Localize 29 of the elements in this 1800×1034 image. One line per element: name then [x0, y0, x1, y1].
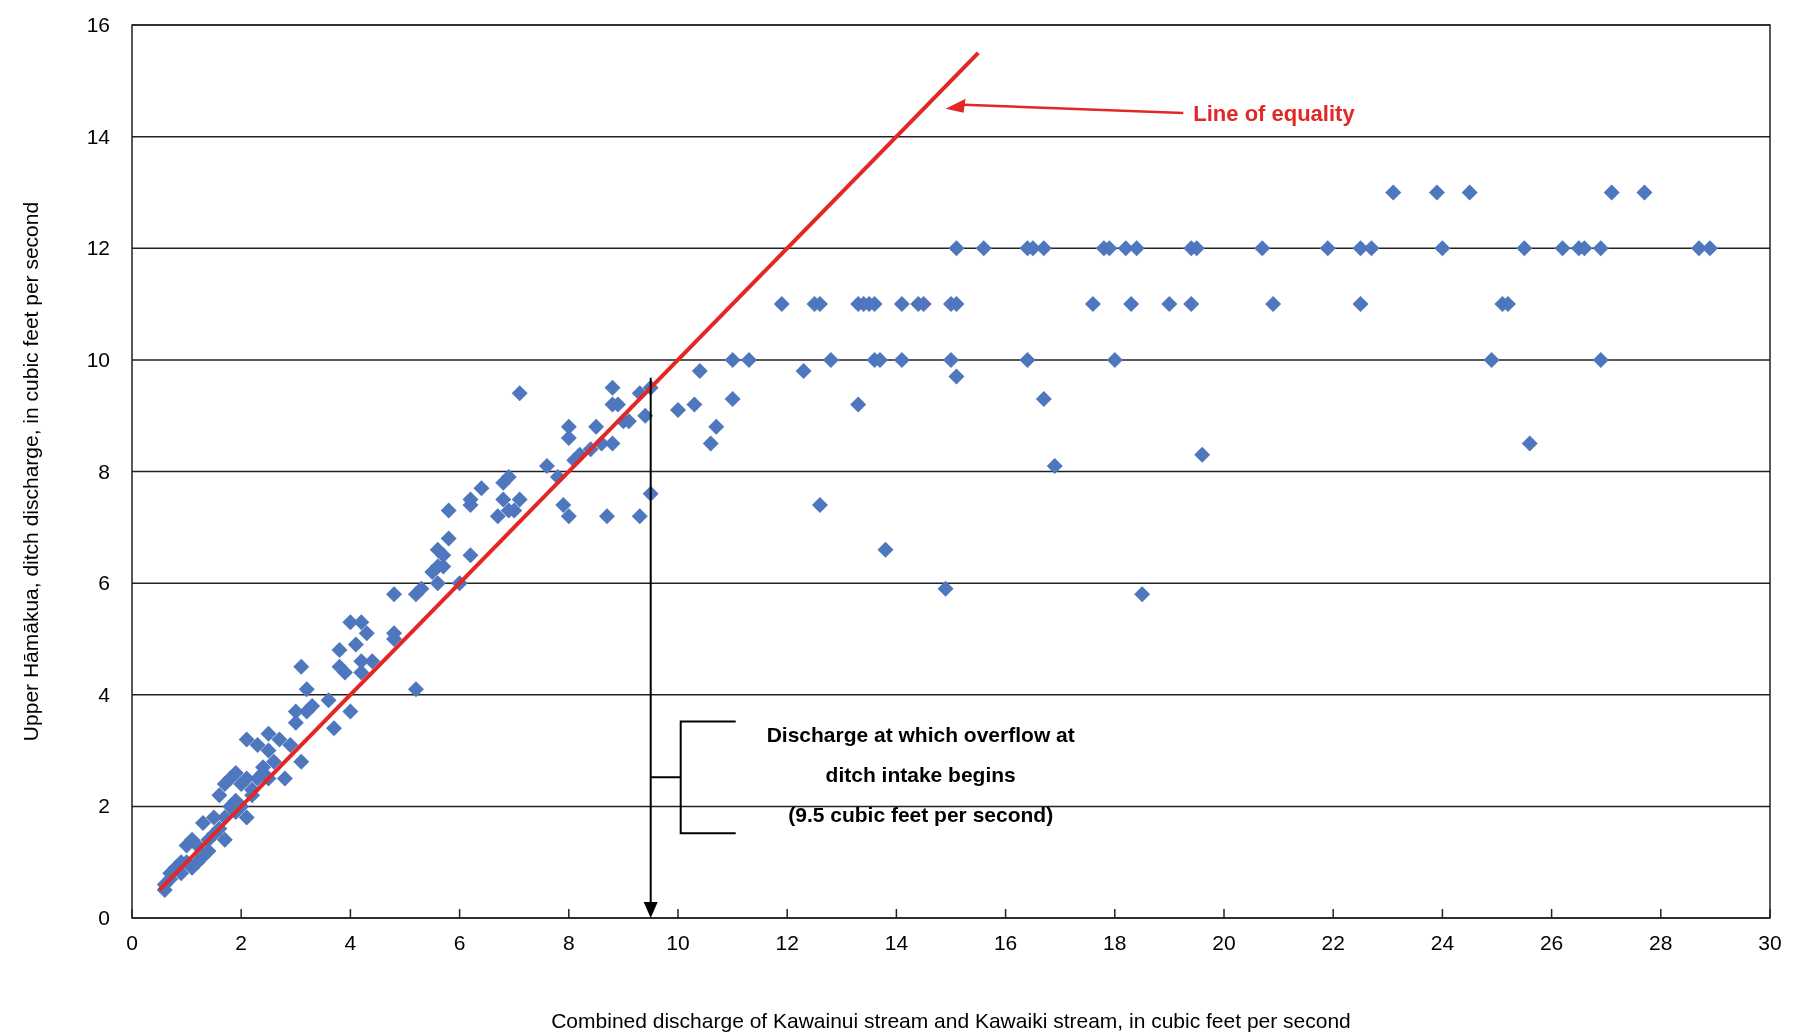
x-tick-label: 10 [666, 931, 690, 954]
y-tick-label: 14 [86, 124, 111, 148]
ref-line-label: Discharge at which overflow at ditch intake begins (9.5 cubic feet per second) [766, 722, 1075, 826]
x-tick-label: 2 [235, 931, 248, 954]
y-tick-label: 4 [98, 682, 111, 706]
x-tick-label: 28 [1649, 931, 1673, 954]
y-tick-label: 6 [98, 571, 110, 595]
x-tick-label: 18 [1103, 931, 1127, 954]
x-tick-label: 24 [1430, 931, 1455, 954]
x-tick-label: 4 [344, 931, 357, 954]
x-tick-label: 22 [1321, 931, 1345, 954]
y-tick-label: 2 [98, 794, 110, 818]
text: Line of equality [1193, 100, 1356, 126]
y-tick-label: 12 [86, 236, 110, 260]
x-tick-label: 0 [126, 931, 138, 954]
x-tick-label: 30 [1758, 931, 1782, 954]
y-axis-title: Upper Hāmākua, ditch discharge, in cubic feet per second [19, 201, 42, 742]
x-tick-label: 20 [1212, 931, 1236, 954]
y-tick-label: 10 [86, 347, 110, 371]
y-tick-label: 16 [86, 13, 110, 36]
y-tick-label: 0 [98, 906, 110, 929]
y-tick-label: 8 [98, 459, 110, 483]
x-tick-label: 8 [562, 931, 575, 954]
x-axis-title: Combined discharge of Kawainui stream and Kawaiki stream, in cubic feet per second [551, 1009, 1351, 1032]
x-tick-label: 16 [993, 931, 1018, 954]
x-tick-label: 26 [1539, 931, 1564, 954]
x-tick-label: 14 [884, 931, 909, 954]
x-tick-label: 6 [453, 931, 466, 954]
x-tick-label: 12 [775, 931, 799, 954]
